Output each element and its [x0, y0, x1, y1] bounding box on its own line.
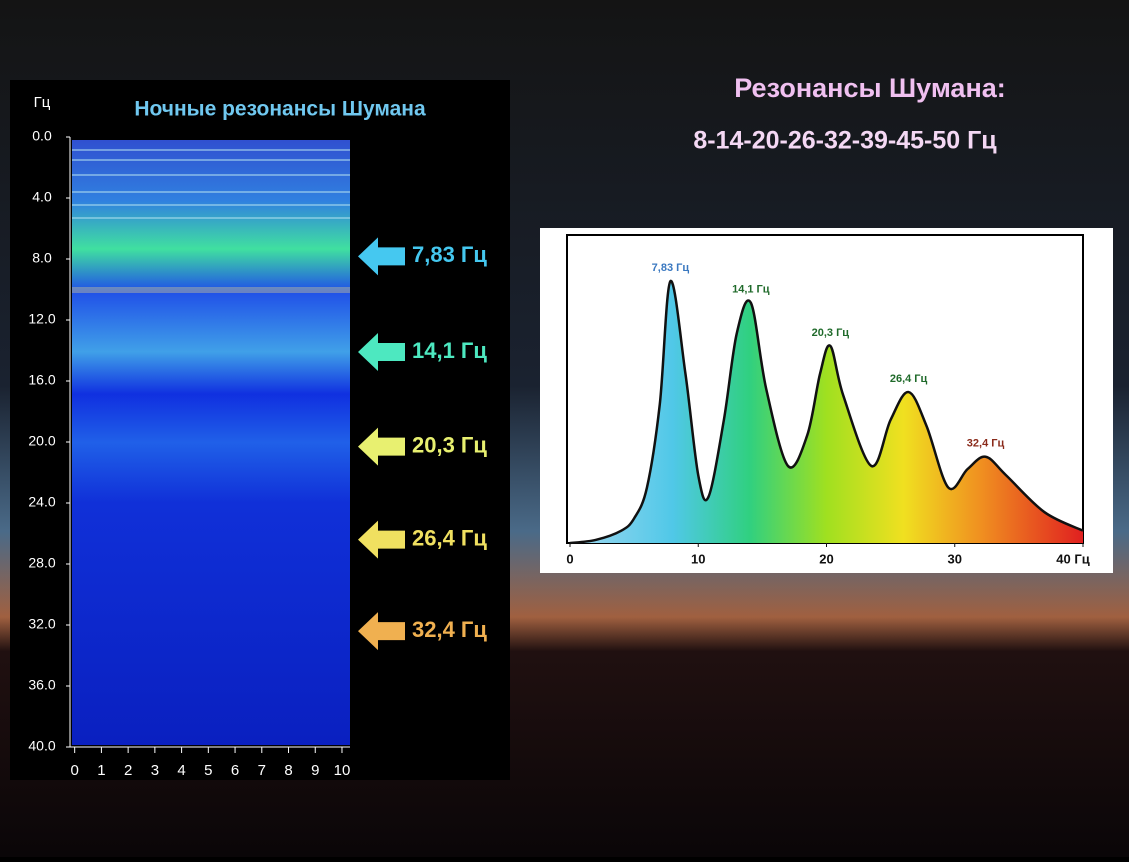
- y-tick-label: 36.0: [28, 677, 55, 693]
- arrow-label: 7,83 Гц: [412, 242, 487, 267]
- x-tick-label: 30: [948, 551, 962, 566]
- y-axis-label: Гц: [34, 94, 51, 111]
- arrow: [358, 520, 405, 559]
- x-tick-label: 2: [124, 762, 132, 779]
- x-tick-label: 9: [311, 762, 319, 779]
- arrow-label: 26,4 Гц: [412, 525, 487, 550]
- peak-label: 26,4 Гц: [890, 373, 928, 385]
- y-tick-label: 40.0: [28, 738, 55, 754]
- y-tick-label: 24.0: [28, 494, 55, 510]
- y-tick-label: 16.0: [28, 372, 55, 388]
- arrow: [358, 333, 405, 372]
- x-tick-label: 6: [231, 762, 239, 779]
- arrow: [358, 427, 405, 466]
- x-tick-label: 40 Гц: [1056, 551, 1089, 566]
- peak-label: 32,4 Гц: [967, 438, 1005, 450]
- x-tick-label: 1: [97, 762, 105, 779]
- x-tick-label: 3: [151, 762, 159, 779]
- spectrogram-lines: [72, 149, 350, 293]
- curve: [569, 279, 1084, 545]
- x-tick-label: 0: [71, 762, 79, 779]
- peak-label: 20,3 Гц: [812, 327, 850, 339]
- spectrogram-image: [72, 140, 350, 745]
- arrow: [358, 237, 405, 276]
- peak-label: 14,1 Гц: [732, 284, 770, 296]
- x-tick-label: 10: [691, 551, 705, 566]
- y-tick-label: 0.0: [32, 128, 52, 144]
- arrow-label: 32,4 Гц: [412, 617, 487, 642]
- x-tick-label: 5: [204, 762, 212, 779]
- title: Резонансы Шумана:: [734, 73, 1006, 103]
- arrow: [358, 612, 405, 651]
- x-tick-label: 0: [566, 551, 573, 566]
- y-tick-label: 4.0: [32, 189, 52, 205]
- x-tick-label: 7: [258, 762, 266, 779]
- y-tick-label: 32.0: [28, 616, 55, 632]
- y-tick-label: 28.0: [28, 555, 55, 571]
- arrow-label: 20,3 Гц: [412, 432, 487, 457]
- x-tick-label: 8: [284, 762, 292, 779]
- y-tick-label: 12.0: [28, 311, 55, 327]
- x-tick-label: 4: [177, 762, 185, 779]
- x-tick-label: 10: [334, 762, 351, 779]
- y-tick-label: 8.0: [32, 250, 52, 266]
- spectrogram-title: Ночные резонансы Шумана: [134, 98, 426, 121]
- x-tick-label: 20: [819, 551, 833, 566]
- y-tick-label: 20.0: [28, 433, 55, 449]
- peak-label: 7,83 Гц: [652, 262, 690, 274]
- subtitle: 8-14-20-26-32-39-45-50 Гц: [693, 127, 997, 155]
- arrow-label: 14,1 Гц: [412, 338, 487, 363]
